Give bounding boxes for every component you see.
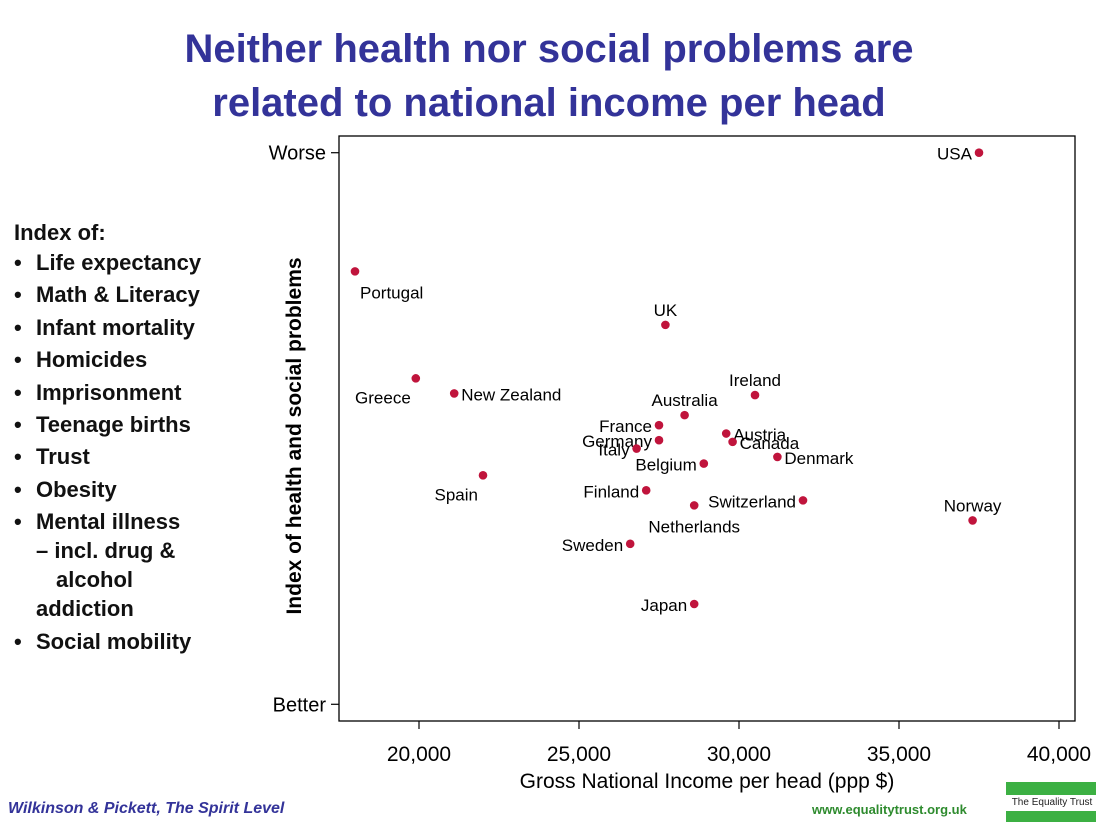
point-portugal <box>350 267 360 276</box>
point-label-japan: Japan <box>641 596 687 615</box>
index-item-life-expectancy: Life expectancy <box>14 248 201 277</box>
index-item-obesity: Obesity <box>14 475 201 504</box>
website-link[interactable]: www.equalitytrust.org.uk <box>812 802 967 817</box>
logo-bar-top <box>1006 782 1096 795</box>
y-axis: Better Worse <box>269 143 339 716</box>
point-uk <box>661 320 670 330</box>
x-tick-label-40000: 40,000 <box>1027 743 1091 766</box>
page-title: Neither health nor social problems are r… <box>0 22 1098 130</box>
point-label-france: France <box>599 417 652 436</box>
x-tick-label-35000: 35,000 <box>867 743 931 766</box>
index-item-mental-illness-cont-1: – incl. drug & <box>36 538 176 564</box>
point-france <box>654 420 664 430</box>
point-germany <box>654 435 664 445</box>
data-points: USA Portugal UK Greece New Zealand Ireland Aus… <box>350 145 1002 615</box>
x-tick-label-30000: 30,000 <box>707 743 771 766</box>
x-tick-label-20000: 20,000 <box>387 743 451 766</box>
y-axis-label: Index of health and social problems <box>283 257 306 614</box>
point-label-finland: Finland <box>583 482 639 501</box>
point-label-australia: Australia <box>652 391 719 410</box>
y-tick-label-better: Better <box>273 694 327 716</box>
index-item-social-mobility: Social mobility <box>14 627 201 656</box>
point-label-portugal: Portugal <box>360 283 423 302</box>
source-citation: Wilkinson & Pickett, The Spirit Level <box>8 800 285 817</box>
index-item-mental-illness-cont-3: addiction <box>36 596 134 622</box>
index-item-mental-illness-cont-2: alcohol <box>56 567 134 593</box>
index-panel: Index of: Life expectancy Math & Literac… <box>14 220 201 660</box>
point-label-italy: Italy <box>598 441 630 460</box>
x-axis: 20,000 25,000 30,000 35,000 40,000 <box>387 721 1091 766</box>
point-spain <box>478 471 488 480</box>
point-label-ireland: Ireland <box>729 371 781 390</box>
logo-bar-bottom <box>1006 811 1096 822</box>
index-item-imprisonment: Imprisonment <box>14 378 201 407</box>
point-label-spain: Spain <box>435 485 478 504</box>
y-tick-label-worse: Worse <box>269 143 326 165</box>
index-item-infant-mortality: Infant mortality <box>14 313 201 342</box>
index-item-math-literacy: Math & Literacy <box>14 280 201 309</box>
point-australia <box>680 410 689 420</box>
point-label-uk: UK <box>654 301 678 320</box>
title-line-1: Neither health nor social problems are <box>184 27 914 71</box>
index-item-trust: Trust <box>14 442 201 471</box>
point-switzerland <box>798 496 808 505</box>
point-norway <box>968 516 977 525</box>
point-sweden <box>625 539 635 549</box>
point-label-switzerland: Switzerland <box>708 492 796 511</box>
plot-frame <box>338 135 1076 722</box>
point-label-greece: Greece <box>355 388 411 407</box>
x-axis-label: Gross National Income per head (ppp $) <box>520 770 895 793</box>
point-belgium <box>699 459 709 468</box>
point-label-austria: Austria <box>733 426 786 445</box>
index-list: Life expectancy Math & Literacy Infant m… <box>14 248 201 656</box>
point-ireland <box>750 390 760 400</box>
point-italy <box>632 444 641 453</box>
title-line-2: related to national income per head <box>212 81 886 125</box>
index-heading: Index of: <box>14 220 106 245</box>
point-netherlands <box>689 501 699 510</box>
point-label-norway: Norway <box>944 496 1002 515</box>
point-label-netherlands: Netherlands <box>648 517 740 536</box>
point-denmark <box>773 452 782 462</box>
point-finland <box>641 486 651 495</box>
point-label-denmark: Denmark <box>784 449 853 468</box>
equality-trust-logo: The Equality Trust <box>1006 782 1096 822</box>
point-label-sweden: Sweden <box>562 536 623 555</box>
logo-text: The Equality Trust <box>1011 797 1093 808</box>
point-label-canada: Canada <box>740 434 800 453</box>
point-label-usa: USA <box>937 145 973 164</box>
point-austria <box>721 429 731 438</box>
index-item-mental-illness: Mental illness <box>14 507 201 536</box>
point-usa <box>974 148 984 158</box>
point-greece <box>411 374 421 383</box>
point-label-new-zealand: New Zealand <box>461 385 561 404</box>
point-japan <box>689 599 699 609</box>
point-new-zealand <box>449 389 459 398</box>
point-label-belgium: Belgium <box>635 456 696 475</box>
index-item-homicides: Homicides <box>14 345 201 374</box>
index-item-teenage-births: Teenage births <box>14 410 201 439</box>
x-tick-label-25000: 25,000 <box>547 743 611 766</box>
point-canada <box>728 437 737 447</box>
